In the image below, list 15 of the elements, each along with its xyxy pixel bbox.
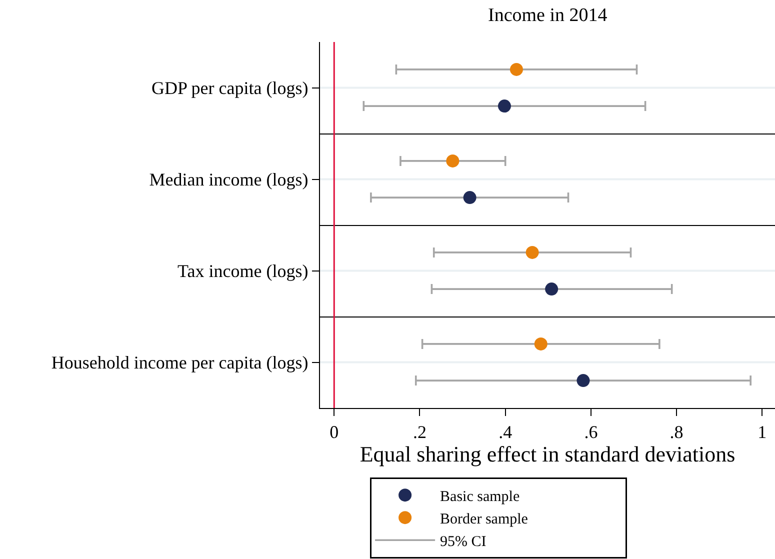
y-tick-label: Tax income (logs) (178, 261, 308, 282)
text: 95% CI (440, 534, 486, 550)
x-axis-title: Equal sharing effect in standard deviations (360, 442, 736, 467)
y-tick-label: GDP per capita (logs) (151, 78, 308, 98)
x-tick-label: .2 (412, 422, 426, 442)
legend-label: Border sample (440, 511, 528, 528)
x-tick-label: 0 (330, 422, 339, 442)
legend-label: Basic sample (440, 488, 520, 505)
y-tick-label: Household income per capita (logs) (51, 352, 308, 373)
x-tick-label: .8 (670, 422, 684, 442)
y-tick-label: Median income (logs) (149, 170, 308, 190)
x-tick-label: .4 (498, 422, 512, 442)
x-tick-label: .6 (584, 422, 598, 442)
x-tick-label: 1 (758, 422, 767, 442)
chart-title: Income in 2014 (488, 5, 608, 26)
